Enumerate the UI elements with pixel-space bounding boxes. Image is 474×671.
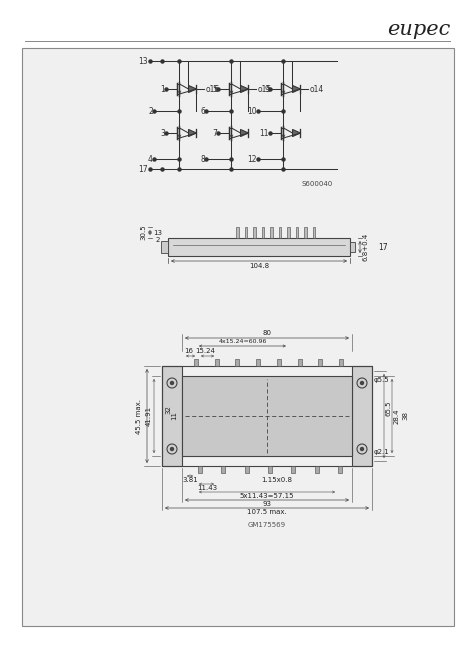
Bar <box>198 466 202 473</box>
Text: φ2.1: φ2.1 <box>374 449 390 455</box>
Text: 7: 7 <box>212 129 217 138</box>
Polygon shape <box>189 130 197 137</box>
Bar <box>350 242 355 252</box>
Circle shape <box>171 448 173 450</box>
Text: 30.5: 30.5 <box>140 225 146 240</box>
Text: 10: 10 <box>247 107 257 115</box>
Bar <box>262 227 264 238</box>
Text: 2: 2 <box>148 107 153 115</box>
Text: 38: 38 <box>402 411 408 421</box>
Text: o15: o15 <box>257 85 272 93</box>
Bar <box>245 227 247 238</box>
Bar <box>338 466 342 473</box>
Text: 17: 17 <box>138 164 148 174</box>
Text: 3: 3 <box>160 129 165 138</box>
Text: 12: 12 <box>247 154 257 164</box>
Polygon shape <box>292 85 301 93</box>
Text: 9: 9 <box>264 85 269 93</box>
Text: 41.91: 41.91 <box>146 406 152 426</box>
Text: 65.5: 65.5 <box>386 400 392 416</box>
Text: 32: 32 <box>165 405 171 415</box>
Bar <box>221 466 225 473</box>
Text: 80: 80 <box>263 330 272 336</box>
Bar <box>162 366 182 466</box>
Bar <box>270 227 273 238</box>
Text: 107.5 max.: 107.5 max. <box>247 509 287 515</box>
Circle shape <box>361 448 364 450</box>
Text: 4x15.24=60.96: 4x15.24=60.96 <box>218 339 266 344</box>
Bar <box>279 227 281 238</box>
Text: 5: 5 <box>212 85 217 93</box>
Bar <box>304 227 307 238</box>
Text: 11: 11 <box>171 411 177 421</box>
Text: 17: 17 <box>378 242 388 252</box>
Bar <box>277 359 281 366</box>
Bar <box>161 241 168 253</box>
Text: 8: 8 <box>200 154 205 164</box>
Bar <box>168 238 350 256</box>
Bar <box>22 48 454 626</box>
Bar <box>268 466 272 473</box>
Text: 13: 13 <box>138 56 148 66</box>
Bar <box>253 227 255 238</box>
Bar <box>245 466 249 473</box>
Text: S600040: S600040 <box>301 181 333 187</box>
Text: 5x11.43=57.15: 5x11.43=57.15 <box>240 493 294 499</box>
Bar <box>256 359 260 366</box>
Text: 13: 13 <box>154 230 163 236</box>
Text: φ5.5: φ5.5 <box>374 377 390 383</box>
Text: eupec: eupec <box>387 20 450 39</box>
Polygon shape <box>189 85 197 93</box>
Bar <box>215 359 219 366</box>
Text: 16: 16 <box>184 348 193 354</box>
Bar <box>318 359 322 366</box>
Circle shape <box>361 382 364 384</box>
Text: 15.24: 15.24 <box>195 348 215 354</box>
Polygon shape <box>292 130 301 137</box>
Bar <box>236 227 239 238</box>
Bar <box>194 359 198 366</box>
Bar <box>298 359 301 366</box>
Text: 6.8+0.4: 6.8+0.4 <box>363 233 369 261</box>
Text: 3.81: 3.81 <box>182 477 198 483</box>
Circle shape <box>171 382 173 384</box>
Text: 11: 11 <box>259 129 269 138</box>
Text: 93: 93 <box>263 501 272 507</box>
Text: 6: 6 <box>200 107 205 115</box>
Text: 45.5 max.: 45.5 max. <box>136 399 142 433</box>
Bar <box>292 466 295 473</box>
Text: o14: o14 <box>310 85 324 93</box>
Bar <box>287 227 290 238</box>
Bar <box>236 359 239 366</box>
Bar <box>182 376 352 456</box>
Text: GM175569: GM175569 <box>248 522 286 528</box>
Bar <box>296 227 298 238</box>
Text: 4: 4 <box>148 154 153 164</box>
Text: 104.8: 104.8 <box>249 263 269 269</box>
Bar <box>162 366 372 466</box>
Text: o16: o16 <box>206 85 220 93</box>
Text: 2: 2 <box>156 237 160 243</box>
Bar <box>352 366 372 466</box>
Text: 11.43: 11.43 <box>197 485 217 491</box>
Bar <box>339 359 343 366</box>
Bar <box>312 227 315 238</box>
Text: 1.15x0.8: 1.15x0.8 <box>262 477 292 483</box>
Bar <box>315 466 319 473</box>
Polygon shape <box>240 85 248 93</box>
Text: 28.4: 28.4 <box>394 408 400 424</box>
Text: 1: 1 <box>160 85 165 93</box>
Polygon shape <box>240 130 248 137</box>
